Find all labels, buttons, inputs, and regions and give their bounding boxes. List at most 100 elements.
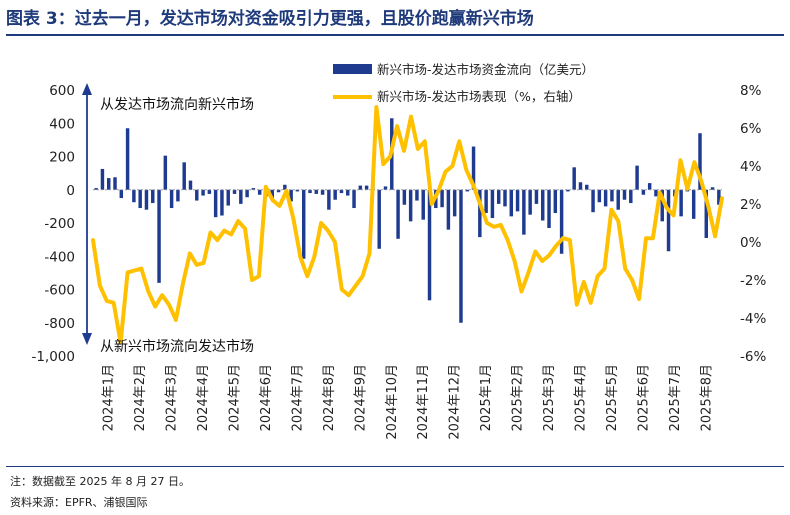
annotation-down-text: 从新兴市场流向发达市场	[100, 338, 254, 355]
flow-bar	[402, 189, 407, 205]
flow-bar	[301, 189, 306, 259]
left-tick-label: 600	[49, 83, 75, 99]
flow-bar	[408, 189, 413, 222]
legend-bar-swatch	[333, 64, 372, 74]
flow-bar	[364, 185, 369, 190]
flow-bar	[157, 189, 161, 283]
performance-line	[91, 105, 724, 345]
flow-bar	[308, 189, 312, 194]
flow-bar	[270, 189, 274, 200]
flow-bar	[320, 189, 325, 195]
legend-bar-label: 新兴市场-发达市场资金流向（亿美元）	[377, 62, 594, 77]
right-tick-label: 6%	[740, 121, 762, 137]
flow-bar	[496, 189, 501, 204]
flow-bar	[610, 189, 614, 202]
x-tick-label: 2024年12月	[448, 364, 463, 440]
flow-bar	[465, 189, 469, 192]
flow-bar	[427, 189, 432, 301]
x-tick-label: 2024年9月	[353, 364, 368, 431]
right-tick-label: 0%	[740, 235, 762, 251]
flow-bar	[421, 189, 425, 220]
left-axis: 600 400 200 0 -200 -400 -600 -800 -1,000	[31, 83, 75, 365]
flow-bar	[346, 189, 350, 196]
x-tick-label: 2024年7月	[290, 364, 305, 431]
right-tick-label: 4%	[740, 159, 762, 175]
flow-bar	[654, 189, 658, 197]
x-tick-label: 2025年5月	[605, 364, 620, 431]
left-tick-label: -400	[44, 249, 75, 265]
flow-bar	[207, 189, 212, 194]
right-tick-label: -2%	[740, 273, 766, 289]
flow-bar	[100, 168, 105, 190]
flow-bar	[220, 189, 224, 216]
flow-bar	[176, 189, 180, 202]
x-tick-label: 2025年4月	[574, 364, 589, 431]
left-tick-label: 200	[49, 150, 75, 166]
flow-bar	[195, 189, 199, 201]
x-tick-label: 2025年2月	[511, 364, 526, 431]
x-tick-label: 2025年6月	[636, 364, 651, 431]
x-tick-label: 2025年8月	[699, 364, 714, 431]
x-tick-label: 2024年1月	[102, 364, 117, 431]
flow-bar	[578, 182, 583, 190]
flow-bar	[629, 189, 633, 204]
x-axis: 2024年1月 2024年2月 2024年3月 2024年4月 2024年5月 2024年…	[102, 364, 715, 440]
flow-bar	[559, 189, 564, 254]
flow-bar	[251, 188, 256, 190]
flow-bar	[182, 162, 186, 190]
flow-bar	[245, 189, 249, 198]
right-tick-label: -4%	[740, 311, 766, 327]
flow-bar	[119, 189, 124, 199]
right-tick-label: 8%	[740, 83, 762, 99]
footnote: 注：数据截至 2025 年 8 月 27 日。	[10, 475, 190, 488]
x-tick-label: 2024年6月	[259, 364, 274, 431]
x-tick-label: 2024年8月	[322, 364, 337, 431]
left-tick-label: 0	[66, 183, 75, 199]
flow-bar	[534, 189, 539, 204]
flow-bar	[471, 146, 476, 190]
flow-bar	[226, 189, 230, 206]
flow-bar	[327, 189, 331, 210]
flow-bar	[239, 189, 243, 204]
left-tick-label: 400	[49, 116, 75, 132]
flow-bar	[641, 189, 646, 195]
flow-bar	[333, 189, 337, 200]
title-divider	[6, 34, 784, 36]
performance-line-layer	[91, 105, 724, 345]
flow-bar	[232, 189, 237, 194]
x-tick-label: 2025年1月	[479, 364, 494, 431]
annotation-up-text: 从发达市场流向新兴市场	[100, 96, 254, 113]
flow-bar	[503, 189, 507, 207]
flow-bar	[276, 189, 281, 193]
flow-bar	[163, 155, 168, 190]
flow-bar	[635, 165, 639, 190]
x-tick-label: 2024年11月	[416, 364, 431, 440]
flow-bar	[339, 189, 344, 194]
flow-bar	[289, 189, 293, 202]
flow-bar	[553, 189, 558, 214]
flow-bar	[213, 189, 218, 218]
x-tick-label: 2024年10月	[385, 364, 400, 440]
source-note: 资料来源：EPFR、浦银国际	[10, 496, 148, 509]
flow-bar	[415, 189, 419, 201]
flow-bar	[257, 189, 262, 195]
flow-bar	[358, 185, 363, 190]
x-tick-label: 2025年7月	[668, 364, 683, 431]
left-tick-label: -600	[44, 283, 75, 299]
flow-bar	[377, 189, 381, 249]
flow-bar	[132, 189, 136, 203]
flow-bar	[188, 180, 193, 190]
flow-bar	[125, 128, 130, 190]
flow-bar	[383, 186, 388, 190]
flow-bar	[710, 187, 715, 190]
flow-bar	[522, 189, 526, 235]
flow-bar	[572, 167, 576, 190]
flow-bar	[591, 189, 595, 213]
flow-bar	[647, 183, 652, 190]
flow-bar	[660, 189, 664, 222]
right-axis: 8% 6% 4% 2% 0% -2% -4% -6%	[740, 83, 766, 365]
flow-bars	[94, 118, 721, 323]
flow-bar	[717, 189, 721, 205]
flow-bar	[515, 189, 520, 212]
flow-bar	[541, 189, 545, 221]
